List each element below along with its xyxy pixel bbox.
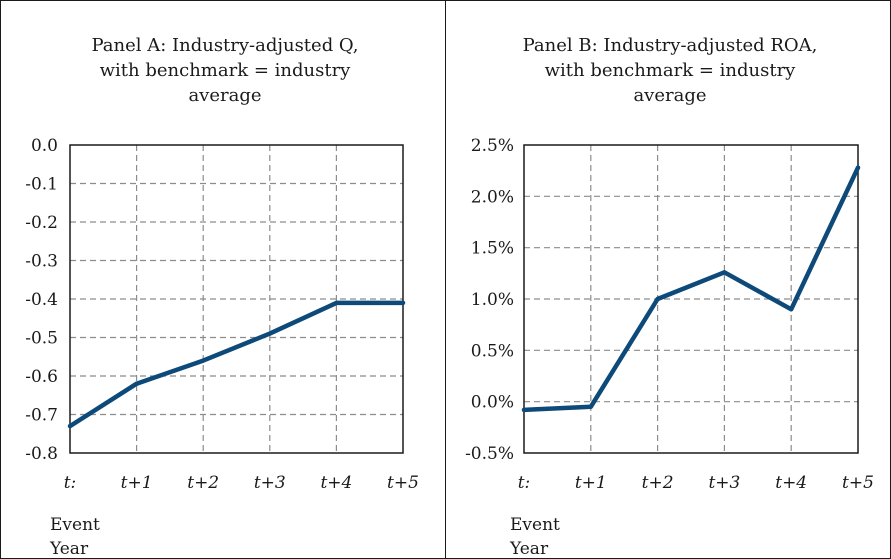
- panel-a-y-tick-label: -0.6: [25, 367, 58, 387]
- panel-b-x-tick-label: t+4: [775, 473, 807, 493]
- panel-a-x-tick-label: t+4: [320, 473, 352, 493]
- panel-a-title-line: with benchmark = industry: [99, 60, 351, 81]
- panel-a-y-tick-label: -0.8: [25, 444, 58, 464]
- panel-a-y-tick-label: -0.2: [25, 213, 58, 233]
- panel-a-x-axis-label: Year: [49, 539, 89, 559]
- panel-a-y-tick-label: 0.0: [31, 136, 58, 156]
- panel-b-y-tick-label: -0.5%: [465, 444, 514, 464]
- panel-a-title-line: Panel A: Industry-adjusted Q,: [91, 35, 359, 56]
- panel-b-data-point: [789, 307, 794, 312]
- panel-b-x-tick-label: t:: [518, 473, 531, 493]
- panel-b-data-point: [722, 270, 727, 275]
- panel-a-x-axis-label: Event: [50, 515, 100, 535]
- panel-a-y-tick-label: -0.5: [25, 329, 58, 349]
- panel-b-data-point: [588, 404, 593, 409]
- panel-b-title-line: with benchmark = industry: [544, 60, 796, 81]
- panel-b-x-axis-label: Year: [509, 539, 549, 559]
- panel-a-y-tick-label: -0.1: [25, 175, 58, 195]
- panel-a-data-point: [267, 331, 272, 336]
- panel-b-x-tick-label: t+2: [642, 473, 674, 493]
- panel-a-data-point: [401, 300, 405, 305]
- panel-a-y-tick-label: -0.7: [25, 406, 58, 426]
- panel-b-title: Panel B: Industry-adjusted ROA, with ben…: [470, 33, 870, 108]
- panel-b-y-tick-label: 2.5%: [471, 136, 514, 156]
- panel-a-series-line: [67, 300, 406, 429]
- panel-b-title-line: Panel B: Industry-adjusted ROA,: [522, 35, 818, 56]
- panel-b-y-tick-label: 2.0%: [471, 187, 514, 207]
- panel-b-y-tick-label: 0.0%: [471, 393, 514, 413]
- panel-a-x-tick-label: t:: [64, 473, 77, 493]
- panel-b-x-tick-label: t+1: [575, 473, 607, 493]
- panel-a-data-point: [334, 300, 339, 305]
- panel-b-series-line: [521, 165, 861, 413]
- panel-a-data-point: [134, 381, 139, 386]
- panel-b-x-tick-label: t+3: [708, 473, 740, 493]
- panel-b-y-tick-label: 0.5%: [471, 341, 514, 361]
- panel-a-y-tick-label: -0.3: [25, 252, 58, 272]
- panel-b-data-point: [856, 165, 860, 170]
- panel-a-x-tick-label: t+2: [187, 473, 219, 493]
- panel-b-title-line: average: [633, 85, 707, 106]
- panel-b-x-axis-label: Event: [510, 515, 560, 535]
- panel-b-data-point: [522, 407, 526, 412]
- panel-b-y-tick-label: 1.0%: [471, 290, 514, 310]
- panel-a-y-tick-label: -0.4: [25, 290, 58, 310]
- panel-a-plot-border: [69, 144, 404, 454]
- panel-a-x-tick-label: t+5: [387, 473, 419, 493]
- panel-b-plot-border: [523, 144, 859, 454]
- panel-a-data-point: [68, 424, 72, 429]
- panel-a-data-point: [201, 358, 206, 363]
- panel-a-title: Panel A: Industry-adjusted Q, with bench…: [25, 33, 425, 108]
- panel-b-y-tick-label: 1.5%: [471, 239, 514, 259]
- panel-a-title-line: average: [188, 85, 262, 106]
- panel-b-x-tick-label: t+5: [842, 473, 874, 493]
- panel-a-x-tick-label: t+3: [254, 473, 286, 493]
- panel-a-x-tick-label: t+1: [121, 473, 153, 493]
- panel-b-data-point: [655, 297, 660, 301]
